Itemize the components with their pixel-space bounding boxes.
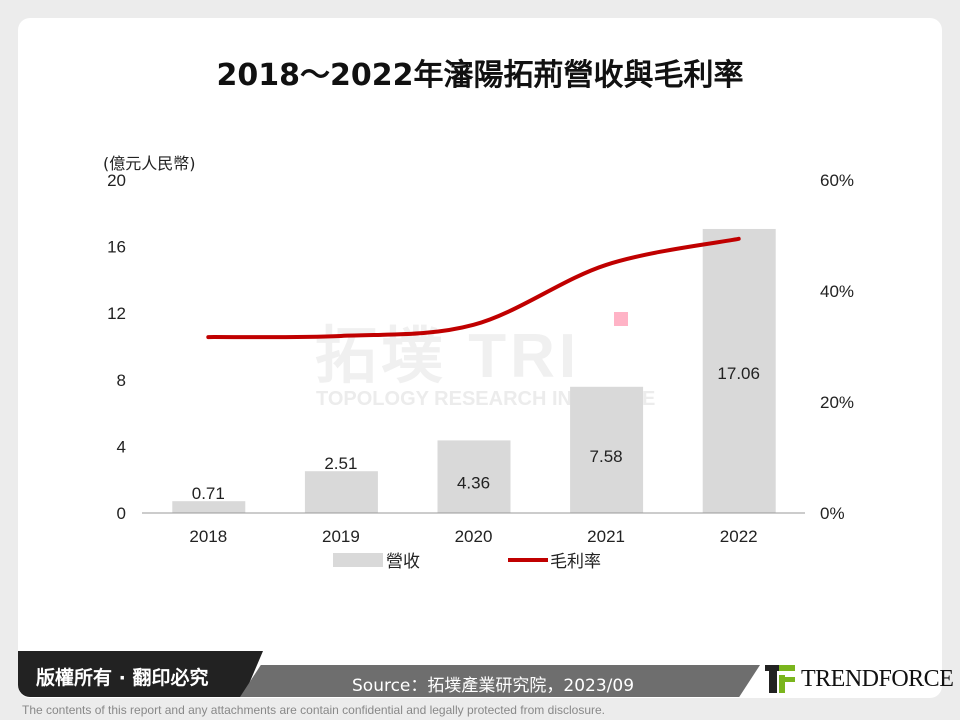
y2-tick-label: 40%: [820, 282, 854, 301]
bar-data-label: 0.71: [192, 484, 225, 503]
y-axis-unit: (億元人民幣): [103, 154, 196, 173]
chart-title: 2018～2022年瀋陽拓荊營收與毛利率: [216, 58, 744, 93]
chart-card: [18, 18, 942, 698]
bar-2020: [437, 440, 511, 513]
x-tick-label: 2018: [189, 527, 227, 546]
bar-data-label: 4.36: [457, 474, 490, 493]
y-tick-label: 20: [107, 171, 126, 190]
trendforce-logo-icon: [765, 665, 795, 693]
bar-data-label: 17.06: [717, 364, 760, 383]
y-tick-label: 8: [117, 371, 126, 390]
bar-2021: [570, 386, 644, 513]
trendforce-brand: TRENDFORCE: [801, 665, 954, 692]
bar-data-label: 2.51: [324, 454, 357, 473]
watermark-dot: [614, 312, 628, 326]
y2-tick-label: 20%: [820, 393, 854, 412]
legend-bar-label: 營收: [386, 552, 420, 571]
x-tick-label: 2021: [587, 527, 625, 546]
source-banner: Source：拓墣產業研究院，2023/09: [240, 665, 760, 697]
y2-tick-label: 0%: [820, 504, 845, 523]
trendforce-logo: TRENDFORCE: [765, 665, 954, 693]
gross-margin-line: [206, 236, 741, 340]
bar-data-label: 7.58: [590, 447, 623, 466]
y-tick-label: 4: [117, 437, 126, 456]
legend-line-label: 毛利率: [550, 552, 601, 571]
y2-tick-label: 60%: [820, 171, 854, 190]
y-tick-label: 0: [117, 504, 126, 523]
copyright-banner: 版權所有 · 翻印必究: [18, 651, 263, 697]
legend-bar-swatch: [333, 553, 383, 567]
source-text: Source：拓墣產業研究院，2023/09: [352, 676, 635, 696]
copyright-text: 版權所有 · 翻印必究: [36, 667, 209, 689]
x-tick-label: 2020: [455, 527, 493, 546]
bar-2019: [304, 471, 378, 513]
disclaimer: The contents of this report and any atta…: [22, 703, 605, 717]
bar-2018: [172, 501, 246, 513]
y-tick-label: 16: [107, 238, 126, 257]
x-tick-label: 2022: [720, 527, 758, 546]
bar-2022: [702, 228, 776, 514]
y-tick-label: 12: [107, 304, 126, 323]
x-tick-label: 2019: [322, 527, 360, 546]
